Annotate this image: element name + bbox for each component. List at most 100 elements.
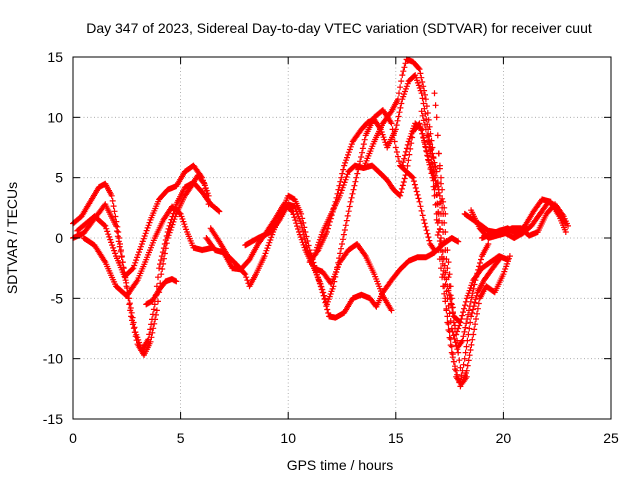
data-point [152,300,154,302]
data-point [343,165,345,167]
data-point [481,237,483,239]
data-point [149,219,152,221]
data-point [502,273,504,275]
data-point [528,235,530,237]
data-point [350,201,352,203]
data-point [104,225,106,227]
data-point [541,198,543,200]
data-point [362,167,365,169]
data-point [175,203,177,205]
data-point [115,225,117,227]
data-point [175,185,177,187]
data-point [406,171,408,173]
data-point [433,189,436,191]
data-point [184,171,186,173]
data-point [287,203,289,205]
data-point [464,358,466,360]
data-point [149,341,152,343]
data-point [104,203,106,205]
data-point [319,283,322,285]
data-point [457,346,459,348]
data-point [433,249,436,251]
y-tick-label: 10 [47,109,63,125]
data-point [524,225,526,227]
x-tick-label: 25 [603,430,619,446]
data-point [399,268,401,270]
data-point [393,189,395,191]
series-markers [242,107,438,308]
data-point [365,134,367,136]
data-marks [70,56,571,390]
data-point [550,201,552,203]
data-point [408,140,410,143]
data-point [352,297,354,299]
data-point [375,306,377,308]
y-tick-label: 15 [47,49,63,65]
data-point [255,273,257,275]
data-point [472,333,474,336]
data-point [442,201,444,203]
data-point [444,249,446,251]
data-point [283,203,285,205]
data-point [492,267,494,269]
data-point [347,249,350,251]
data-point [470,209,472,211]
data-point [218,241,220,243]
series-track-9 [313,120,470,386]
data-point [326,303,328,305]
data-point [438,152,440,155]
data-point [397,98,399,100]
data-point [313,267,315,269]
data-point [205,237,207,239]
data-point [208,203,210,205]
y-tick-label: -15 [43,411,63,427]
y-axis-label: SDTVAR / TECUs [4,182,20,294]
data-point [565,231,567,233]
data-point [459,385,461,387]
data-point [545,213,548,215]
data-point [104,183,106,185]
data-point [442,285,444,287]
x-axis-label: GPS time / hours [287,457,394,473]
data-point [451,352,453,354]
data-point [431,152,433,155]
data-point [412,61,414,63]
data-point [244,244,246,246]
data-point [401,98,403,100]
data-point [479,297,481,299]
data-point [263,255,266,257]
data-point [414,122,416,124]
data-point [192,165,195,167]
grid [73,57,611,419]
data-point [461,340,464,342]
data-point [240,268,242,270]
data-point [160,273,162,275]
data-point [451,297,453,299]
data-point [390,110,393,112]
data-point [332,285,334,287]
x-tick-label: 20 [496,430,512,446]
data-point [436,116,438,118]
data-point [274,218,276,220]
data-point [470,315,472,317]
series-markers [80,203,216,299]
data-point [507,227,509,229]
data-point [248,285,251,287]
data-point [498,259,500,261]
data-point [201,249,203,251]
data-point [408,80,410,82]
data-point [408,260,410,262]
data-point [378,171,380,173]
data-point [513,237,515,239]
data-point [507,259,509,261]
data-point [334,317,337,319]
data-point [455,376,457,378]
data-point [354,165,356,167]
data-point [322,271,324,273]
data-point [427,159,429,161]
data-point [498,255,500,257]
data-point [83,232,85,234]
data-point [147,338,149,340]
data-point [455,370,457,372]
